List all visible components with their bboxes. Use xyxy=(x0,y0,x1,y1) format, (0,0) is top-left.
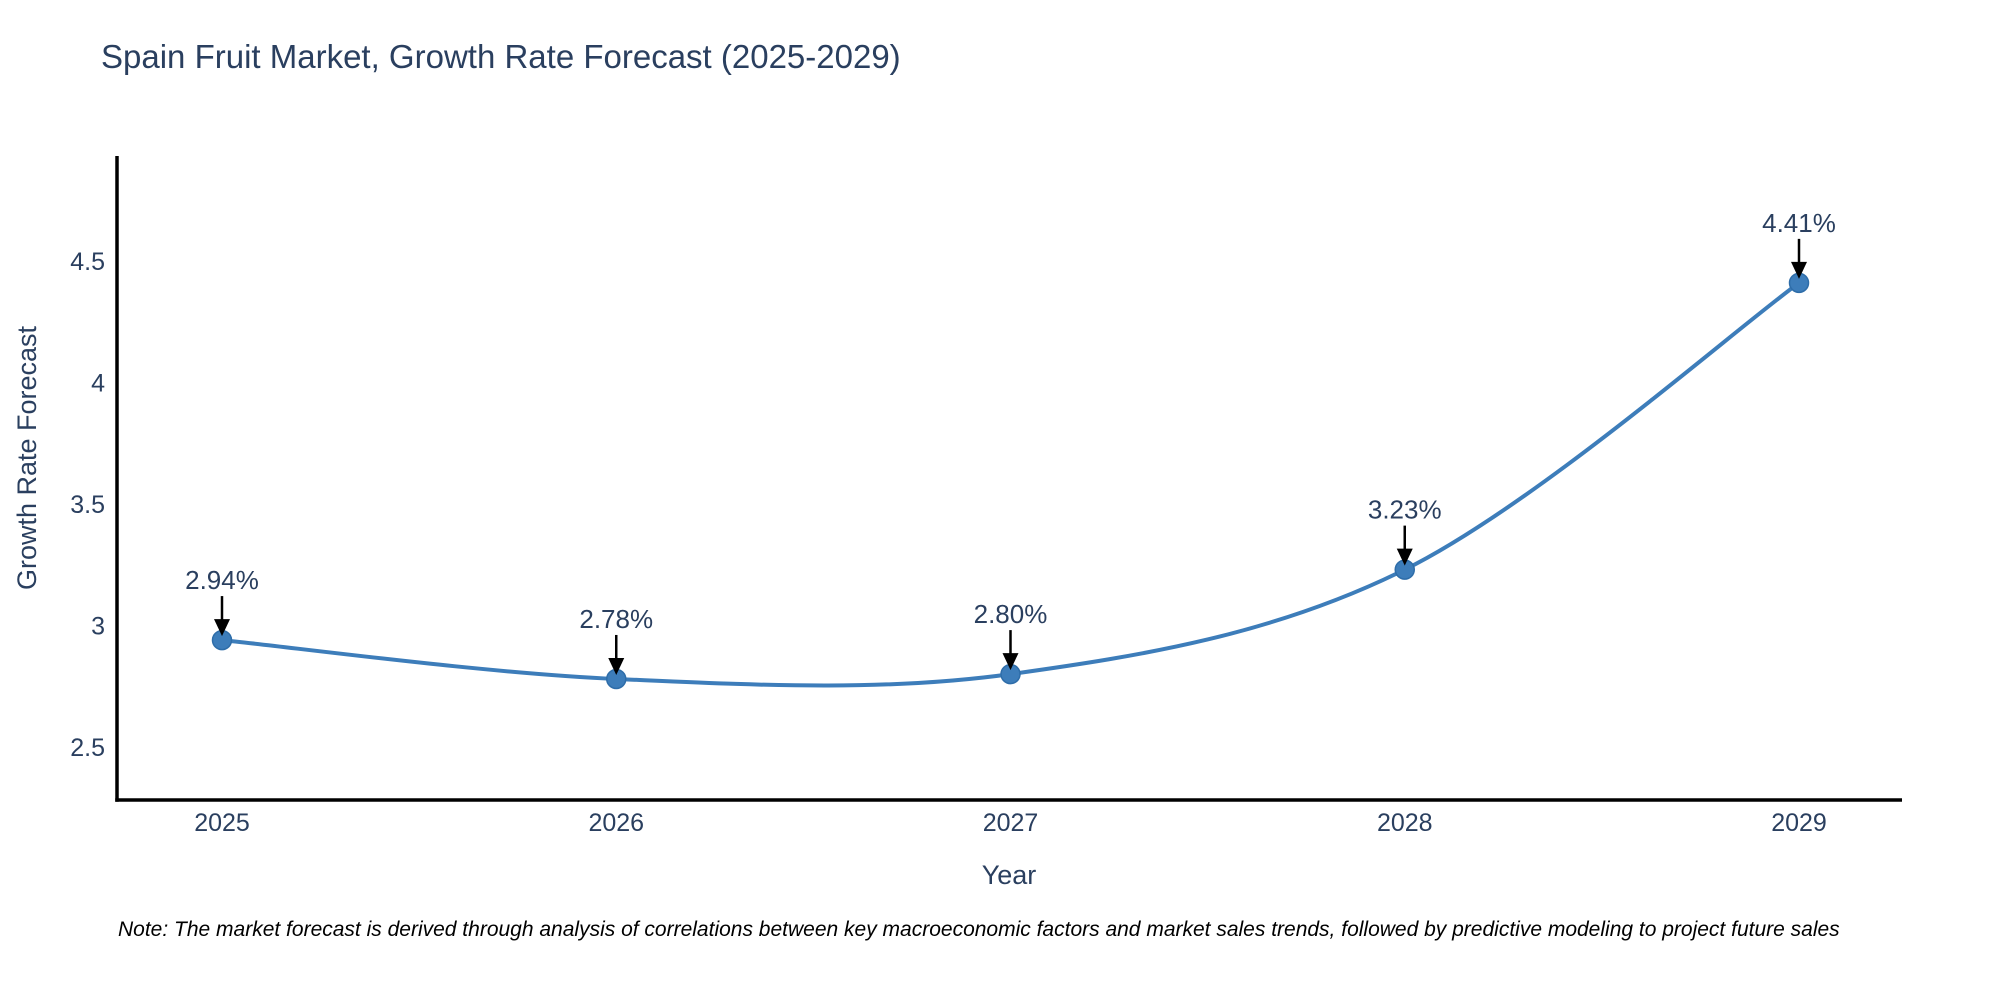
y-tick-label: 3.5 xyxy=(70,491,105,519)
y-axis-title: Growth Rate Forecast xyxy=(12,325,42,590)
y-tick-labels-layer: 2.5 3 3.5 4 4.5 xyxy=(70,248,105,762)
series-line-layer xyxy=(221,281,1801,688)
annotation-arrowhead-icon xyxy=(1791,261,1807,279)
y-tick-label: 4.5 xyxy=(70,248,105,276)
chart-title: Spain Fruit Market, Growth Rate Forecast… xyxy=(101,38,901,75)
x-tick-label: 2027 xyxy=(983,809,1039,837)
point-value-label: 4.41% xyxy=(1762,208,1836,238)
series-line xyxy=(221,281,1801,688)
point-value-label: 2.78% xyxy=(579,604,653,634)
x-tick-label: 2029 xyxy=(1771,809,1827,837)
x-tick-labels-layer: 2025 2026 2027 2028 2029 xyxy=(194,809,1827,837)
y-tick-label: 3 xyxy=(91,613,105,641)
annotation-arrowhead-icon xyxy=(1396,548,1413,566)
y-tick-label: 4 xyxy=(91,370,105,398)
point-value-label: 3.23% xyxy=(1368,495,1442,525)
x-tick-label: 2026 xyxy=(588,809,644,837)
annotation-arrowhead-icon xyxy=(1002,653,1019,671)
x-tick-label: 2028 xyxy=(1377,809,1433,837)
x-tick-label: 2025 xyxy=(194,809,250,837)
annotation-arrowhead-icon xyxy=(214,619,230,637)
point-value-label: 2.94% xyxy=(185,565,259,595)
footnote: Note: The market forecast is derived thr… xyxy=(118,918,1840,941)
point-value-label: 2.80% xyxy=(974,599,1048,629)
y-tick-label: 2.5 xyxy=(70,734,105,762)
annotations-layer: 2.94% 2.78% 2.80% 3.23% 4.41% xyxy=(185,208,1836,675)
x-axis-title: Year xyxy=(982,860,1037,890)
annotation-arrowhead-icon xyxy=(608,657,625,675)
